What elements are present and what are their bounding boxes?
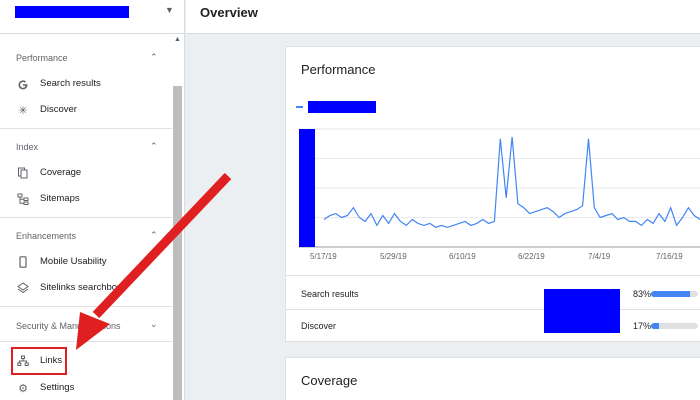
divider: [0, 33, 184, 34]
performance-card[interactable]: Performance 5/17/19 5/29/19 6/10/19 6/22/19…: [285, 46, 700, 342]
divider: [0, 128, 172, 129]
divider: [286, 309, 700, 310]
metric-bar: [651, 323, 698, 329]
legend-swatch: [296, 106, 303, 108]
asterisk-icon: ✳: [18, 104, 28, 117]
sidebar-item-label: Settings: [40, 382, 75, 393]
section-security-header[interactable]: Security & Manual Actions: [16, 321, 121, 331]
sidebar-item-search-results[interactable]: Search results: [0, 72, 172, 96]
x-tick-label: 5/17/19: [310, 252, 337, 261]
x-tick-label: 7/16/19: [656, 252, 683, 261]
divider: [0, 341, 172, 342]
google-g-icon: [16, 77, 30, 91]
page-title: Overview: [200, 5, 258, 20]
section-enhancements-header[interactable]: Enhancements: [16, 231, 77, 241]
sitemap-icon: [16, 192, 30, 206]
redacted-block: [544, 289, 620, 333]
sidebar-scrollbar[interactable]: [173, 86, 182, 400]
sidebar-item-label: Mobile Usability: [40, 256, 107, 267]
sidebar-item-label: Discover: [40, 104, 77, 115]
gear-icon: ⚙: [18, 382, 28, 395]
chevron-up-icon[interactable]: ⌃: [150, 52, 158, 62]
metric-fill: [651, 291, 690, 297]
redacted-legend-label: [308, 101, 376, 113]
caret-down-icon: ▼: [165, 5, 174, 15]
sidebar-item-mobile-usability[interactable]: Mobile Usability: [0, 250, 172, 274]
metric-label-search-results: Search results: [301, 289, 359, 299]
sidebar-item-settings[interactable]: ⚙ Settings: [0, 376, 172, 400]
property-selector[interactable]: ▼: [0, 0, 184, 28]
sidebar-item-label: Sitelinks searchbox: [40, 282, 122, 293]
chevron-up-icon[interactable]: ⌃: [150, 230, 158, 240]
sidebar-item-sitemaps[interactable]: Sitemaps: [0, 187, 172, 211]
x-tick-label: 5/29/19: [380, 252, 407, 261]
metric-fill: [651, 323, 659, 329]
x-tick-label: 7/4/19: [588, 252, 611, 261]
layers-icon: [16, 281, 30, 295]
sidebar-item-discover[interactable]: ✳ Discover: [0, 98, 172, 122]
sidebar-item-links[interactable]: Links: [0, 349, 172, 373]
redacted-property-name: [15, 6, 129, 18]
metric-bar: [651, 291, 698, 297]
document-copy-icon: [16, 166, 30, 180]
card-title: Performance: [301, 62, 376, 77]
chevron-up-icon[interactable]: ⌃: [150, 141, 158, 151]
x-tick-label: 6/10/19: [449, 252, 476, 261]
sidebar-item-sitelinks-searchbox[interactable]: Sitelinks searchbox: [0, 276, 172, 300]
highlight-box: [11, 347, 67, 375]
links-network-icon: [16, 354, 30, 368]
sidebar-item-label: Sitemaps: [40, 193, 80, 204]
x-tick-label: 6/22/19: [518, 252, 545, 261]
performance-chart[interactable]: 5/17/19 5/29/19 6/10/19 6/22/19 7/4/19 7/16/1…: [286, 117, 700, 267]
card-title: Coverage: [301, 373, 358, 388]
sidebar-item-label: Links: [40, 355, 63, 366]
divider: [0, 306, 172, 307]
metric-percent: 17%: [633, 321, 652, 331]
phone-icon: [16, 255, 30, 269]
sidebar-item-label: Search results: [40, 78, 101, 89]
top-header: Overview: [186, 0, 700, 34]
metric-percent: 83%: [633, 289, 652, 299]
coverage-card[interactable]: Coverage: [285, 357, 700, 400]
section-performance-header[interactable]: Performance: [16, 53, 68, 63]
redacted-axis-block: [299, 129, 315, 247]
divider: [286, 275, 700, 276]
sidebar-item-coverage[interactable]: Coverage: [0, 161, 172, 185]
sidebar-item-label: Coverage: [40, 167, 82, 178]
chevron-down-icon[interactable]: ⌄: [150, 319, 158, 329]
series-line: [323, 136, 700, 228]
scroll-up-icon[interactable]: ▲: [174, 36, 181, 43]
metric-label-discover: Discover: [301, 321, 337, 331]
section-index-header[interactable]: Index: [16, 142, 39, 152]
divider: [0, 217, 172, 218]
sidebar: ▼ ▲ Performance ⌃ Search results ✳ Disco…: [0, 0, 185, 400]
